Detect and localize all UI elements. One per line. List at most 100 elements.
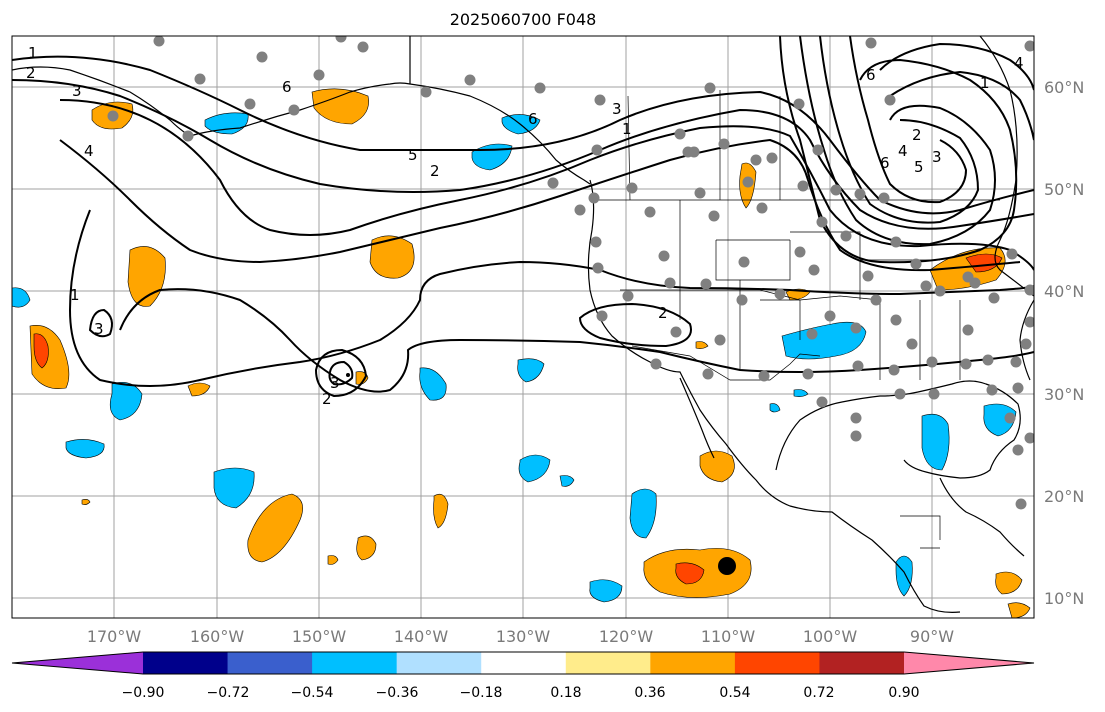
station-point [1012,382,1024,394]
colorbar-tick: 0.36 [634,685,665,701]
station-point [674,128,686,140]
contour-label: 6 [866,66,876,84]
station-point [1015,498,1027,510]
station-point [714,334,726,346]
station-point [670,326,682,338]
station-point [107,110,119,122]
contour-label: 2 [658,304,668,322]
station-point [1024,284,1034,296]
colorbar-segment [312,652,398,674]
station-point [650,358,662,370]
contour-label: 1 [28,44,38,62]
station-point [830,184,842,196]
map-area: 1 2 3 4 5 2 1 3 2 3 2 6 3 1 6 6 1 4 2 4 … [12,36,1034,618]
station-point [750,154,762,166]
contour-lines [12,36,1034,398]
lat-tick: 50°N [1044,180,1084,199]
colorbar-extend-high [904,652,1034,674]
station-point [824,310,836,322]
station-point [313,69,325,81]
low-center-marker [346,373,350,377]
station-point [708,210,720,222]
station-point [890,236,902,248]
contour-label: 1 [980,74,990,92]
contour-label: 2 [26,64,36,82]
station-point [794,246,806,258]
station-point [1024,40,1034,52]
station-point [928,388,940,400]
contour-label: 2 [430,162,440,180]
station-point [1020,338,1032,350]
colorbar-tick: −0.54 [291,685,334,701]
colorbar-tick: −0.72 [207,685,250,701]
contour-label: 4 [1014,54,1024,72]
station-point [840,230,852,242]
station-point [982,354,994,366]
station-point [153,36,165,47]
station-point [758,370,770,382]
political-borders [596,90,1000,549]
lon-tick: 120°W [599,627,654,646]
station-point [890,314,902,326]
lon-tick: 150°W [292,627,347,646]
colorbar-tick: 0.18 [550,685,581,701]
station-point [591,144,603,156]
station-point [626,182,638,194]
map-frame [11,35,1035,619]
station-point [960,358,972,370]
station-point [884,94,896,106]
station-point [756,202,768,214]
colorbar-tick-labels: −0.90 −0.72 −0.54 −0.36 −0.18 0.18 0.36 … [122,685,920,701]
station-point [816,216,828,228]
contour-label: 3 [72,82,82,100]
station-point [244,98,256,110]
station-point [850,412,862,424]
lon-tick: 170°W [87,627,142,646]
lat-tick: 40°N [1044,282,1084,301]
colorbar-tick: −0.90 [122,685,165,701]
station-point [865,37,877,49]
station-point [906,338,918,350]
station-point [590,236,602,248]
colorbar-segment [734,652,820,674]
station-point [420,86,432,98]
contour-label: 2 [912,126,922,144]
station-point [793,98,805,110]
colorbar-segment [650,652,736,674]
station-point [852,360,864,372]
contour-label: 6 [880,154,890,172]
contour-label: 3 [330,374,340,392]
contour-label: 3 [94,320,104,338]
station-point [1024,316,1034,328]
station-point [854,188,866,200]
contour-label: 1 [622,120,632,138]
station-point [194,73,206,85]
lon-tick-labels: 170°W 160°W 150°W 140°W 130°W 120°W 110°… [87,627,954,646]
colorbar-segment [819,652,905,674]
station-point [910,258,922,270]
station-point [797,180,809,192]
station-point [704,82,716,94]
station-point [894,388,906,400]
lon-tick: 90°W [910,627,954,646]
station-point [816,396,828,408]
colorbar-extend-low [12,652,143,674]
lon-tick: 110°W [701,627,756,646]
colorbar-tick: −0.18 [460,685,503,701]
station-point [870,294,882,306]
contour-label: 3 [932,148,942,166]
station-point [862,270,874,282]
station-point [1024,432,1034,444]
lon-tick: 100°W [803,627,858,646]
colorbar-segment [227,652,313,674]
station-point [700,278,712,290]
station-point [766,152,778,164]
contour-label: 3 [612,100,622,118]
station-point [588,192,600,204]
contour-label: 2 [322,390,332,408]
lat-tick: 60°N [1044,78,1084,97]
lon-tick: 160°W [190,627,245,646]
contour-label: 4 [898,142,908,160]
colorbar-segment [565,652,651,674]
